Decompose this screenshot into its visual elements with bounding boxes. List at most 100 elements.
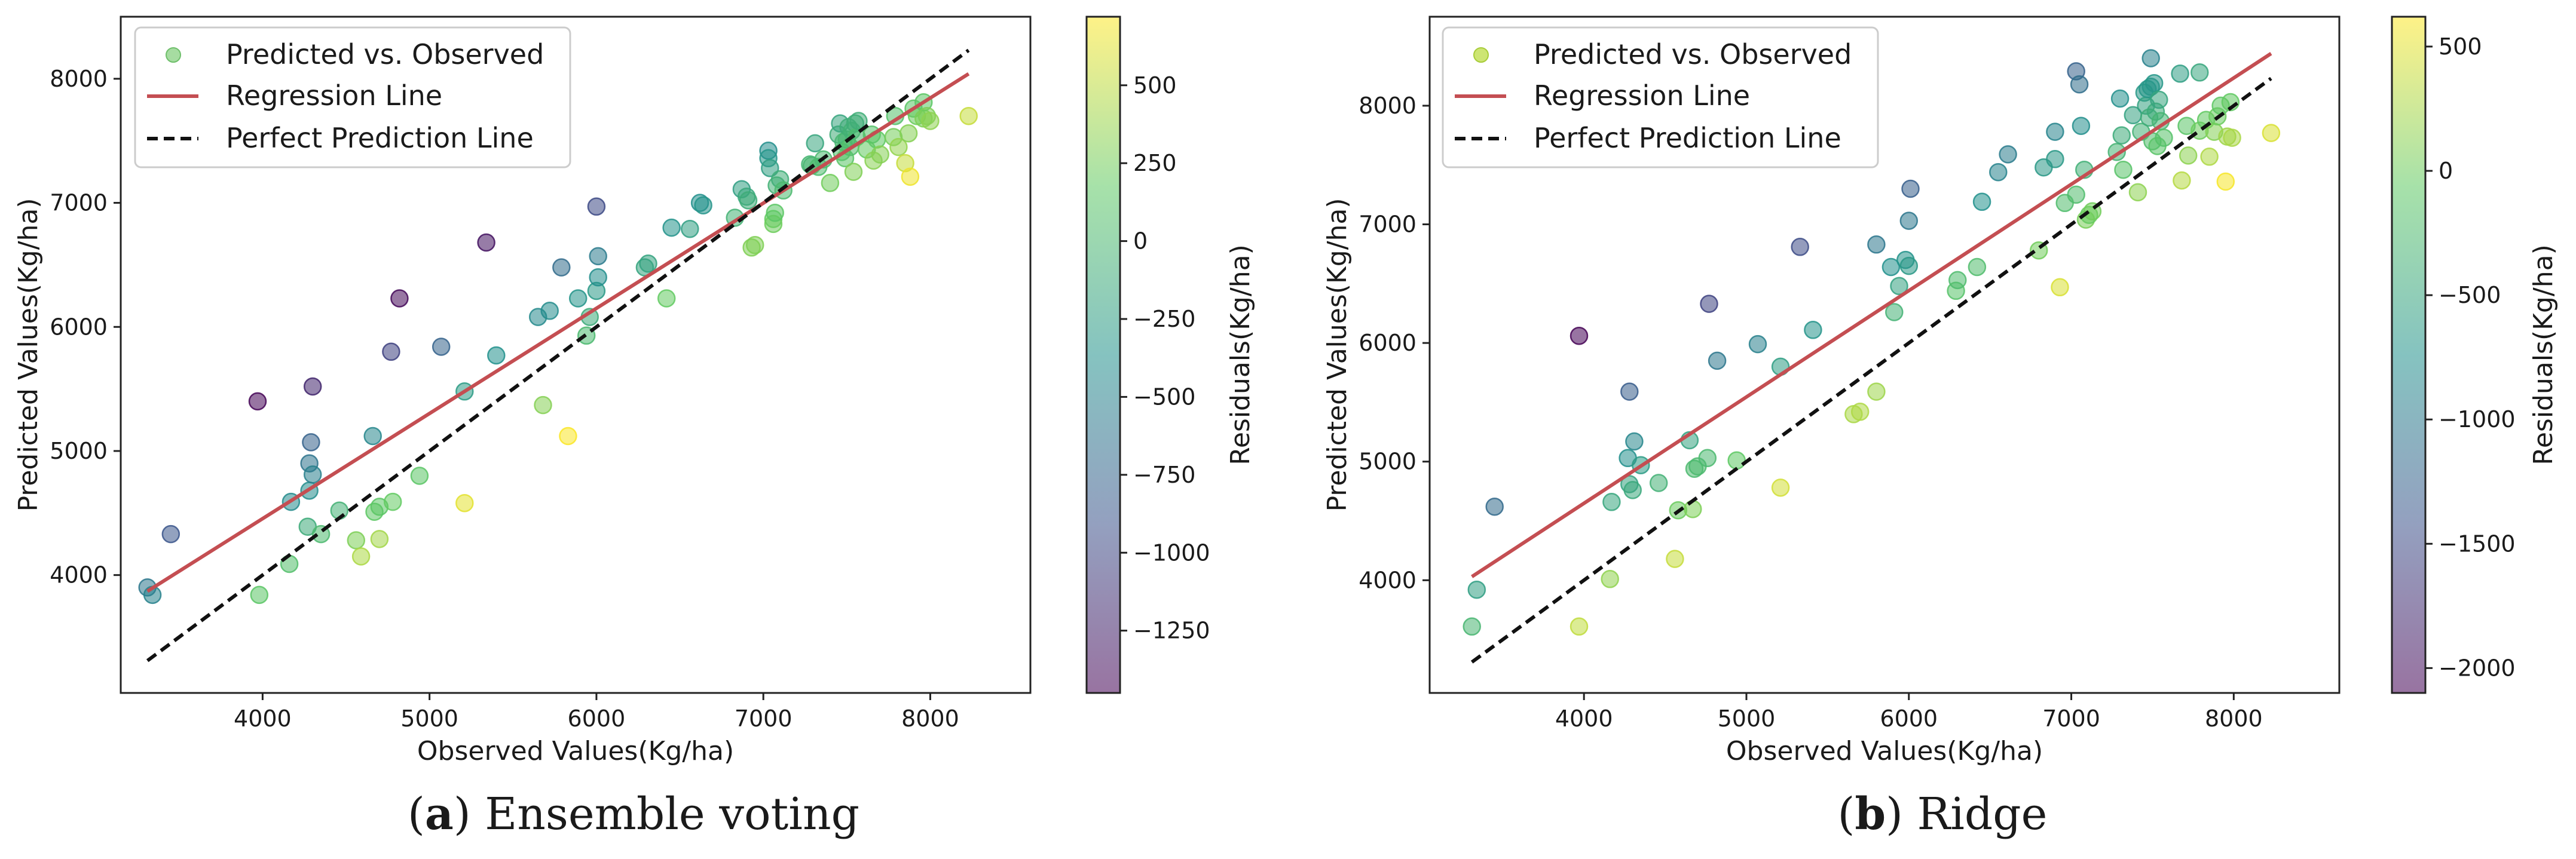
y-axis-label: Predicted Values(Kg/ha)	[13, 198, 44, 511]
scatter-point	[2072, 116, 2091, 135]
scatter-point	[1601, 570, 1619, 588]
y-tick-label: 4000	[1359, 567, 1417, 593]
y-tick-label: 5000	[50, 438, 108, 464]
scatter-point	[410, 467, 429, 485]
scatter-point	[351, 547, 371, 566]
scatter-point	[2171, 65, 2189, 83]
y-tick-label: 8000	[50, 66, 108, 92]
scatter-point	[766, 203, 784, 222]
scatter-point	[577, 326, 596, 345]
scatter-point	[1684, 499, 1702, 519]
colorbar-tick-label: 250	[1133, 150, 1177, 176]
legend-label-scatter: Predicted vs. Observed	[226, 38, 544, 70]
scatter-point	[303, 377, 322, 396]
scatter-point	[1771, 478, 1790, 497]
scatter-point	[2144, 73, 2164, 93]
scatter-point	[1899, 256, 1919, 275]
x-tick-label: 4000	[234, 705, 292, 732]
scatter-point	[248, 392, 267, 411]
scatter-point	[849, 112, 868, 130]
y-tick-label: 5000	[1359, 449, 1417, 475]
scatter-point	[959, 106, 978, 125]
scatter-point	[2051, 278, 2069, 297]
scatter-point	[1727, 451, 1746, 470]
scatter-point	[587, 197, 606, 216]
regression-line	[146, 72, 970, 593]
colorbar-tick-label: −250	[1133, 306, 1195, 332]
scatter-point	[2190, 63, 2209, 82]
scatter-point	[559, 427, 577, 446]
y-axis-label: Predicted Values(Kg/ha)	[1322, 198, 1353, 511]
scatter-point	[2150, 90, 2168, 109]
scatter-point	[662, 218, 681, 237]
x-tick-label: 7000	[2042, 705, 2100, 732]
scatter-point	[487, 346, 506, 365]
y-tick-label: 7000	[50, 190, 108, 216]
colorbar-label: Residuals(Kg/ha)	[2528, 244, 2559, 465]
scatter-point	[1570, 617, 1589, 636]
legend-label-regression: Regression Line	[226, 79, 442, 112]
scatter-point	[1867, 382, 1886, 401]
colorbar-tick-label: −2000	[2439, 655, 2516, 681]
scatter-point	[2112, 126, 2131, 145]
panel-caption: (a) Ensemble voting	[408, 789, 859, 840]
scatter-point	[2262, 124, 2281, 142]
colorbar-tick-label: −1000	[2439, 406, 2516, 432]
scatter-point	[302, 433, 320, 452]
trend-lines	[146, 48, 970, 662]
scatter-point	[390, 289, 409, 308]
scatter-point	[2216, 172, 2235, 191]
scatter-point	[161, 524, 180, 544]
scatter-point	[383, 492, 402, 511]
scatter-point	[1698, 449, 1717, 468]
scatter-point	[250, 585, 269, 605]
scatter-point	[1791, 238, 1809, 256]
x-tick-label: 5000	[400, 705, 458, 732]
scatter-point	[2114, 160, 2133, 179]
colorbar-label: Residuals(Kg/ha)	[1225, 244, 1256, 465]
caption-text: Ensemble voting	[471, 789, 859, 840]
x-tick-label: 4000	[1555, 705, 1613, 732]
scatter-point	[1623, 481, 1642, 499]
scatter-point	[2200, 148, 2219, 166]
scatter-point	[1999, 145, 2017, 164]
colorbar-tick-label: 500	[1133, 72, 1177, 99]
scatter-point	[1890, 277, 1908, 296]
scatter-point	[657, 289, 676, 308]
scatter-point	[739, 191, 758, 210]
legend-label-perfect: Perfect Prediction Line	[226, 122, 534, 154]
legend-box	[134, 26, 571, 168]
scatter-point	[2141, 49, 2160, 68]
colorbar-gradient	[1085, 16, 1121, 694]
scatter-point	[552, 258, 571, 277]
legend-marker-scatter	[1473, 47, 1489, 63]
scatter-point	[1850, 403, 1870, 421]
colorbar-tick-label: −500	[2439, 282, 2501, 308]
scatter-point	[899, 124, 918, 143]
scatter-point	[2179, 146, 2198, 165]
scatter-point	[1485, 497, 1504, 516]
scatter-point	[889, 137, 908, 157]
colorbar-tick-label: −500	[1133, 384, 1195, 410]
y-tick-label: 4000	[50, 562, 108, 588]
colorbar-gradient	[2391, 16, 2427, 694]
legend: Predicted vs. Observed Regression Line P…	[134, 26, 571, 168]
colorbar-tick-label: −1250	[1133, 618, 1210, 644]
scatter-point	[455, 493, 474, 513]
scatter-point	[844, 162, 863, 181]
scatter-point	[2128, 183, 2147, 202]
colorbar-tick-label: 0	[1133, 228, 1148, 254]
legend-label-perfect: Perfect Prediction Line	[1534, 122, 1841, 154]
scatter-point	[1467, 580, 1486, 599]
legend-marker-scatter	[166, 47, 181, 63]
x-axis-label: Observed Values(Kg/ha)	[1726, 736, 2043, 766]
scatter-point	[1881, 257, 1901, 277]
colorbar-tick-label: −750	[1133, 462, 1195, 488]
scatter-point	[1708, 351, 1727, 370]
legend: Predicted vs. Observed Regression Line P…	[1442, 26, 1879, 168]
colorbar-tick-label: −1000	[1133, 539, 1210, 566]
legend-label-scatter: Predicted vs. Observed	[1534, 38, 1852, 70]
scatter-point	[2046, 150, 2064, 168]
scatter-point	[1899, 211, 1919, 230]
x-axis-ticks: 4000 5000 6000 7000 8000	[1555, 693, 2263, 732]
